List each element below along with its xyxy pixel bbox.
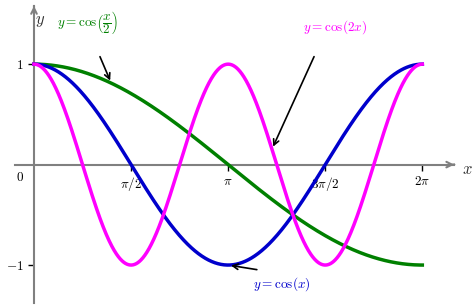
- Text: $y = \cos(2x)$: $y = \cos(2x)$: [303, 18, 367, 36]
- Text: $y = \cos(x)$: $y = \cos(x)$: [254, 275, 311, 293]
- Text: $x$: $x$: [462, 160, 473, 177]
- Text: $0$: $0$: [17, 171, 25, 184]
- Text: $y$: $y$: [35, 11, 45, 29]
- Text: $y = \cos\!\left(\dfrac{x}{2}\right)$: $y = \cos\!\left(\dfrac{x}{2}\right)$: [57, 9, 118, 36]
